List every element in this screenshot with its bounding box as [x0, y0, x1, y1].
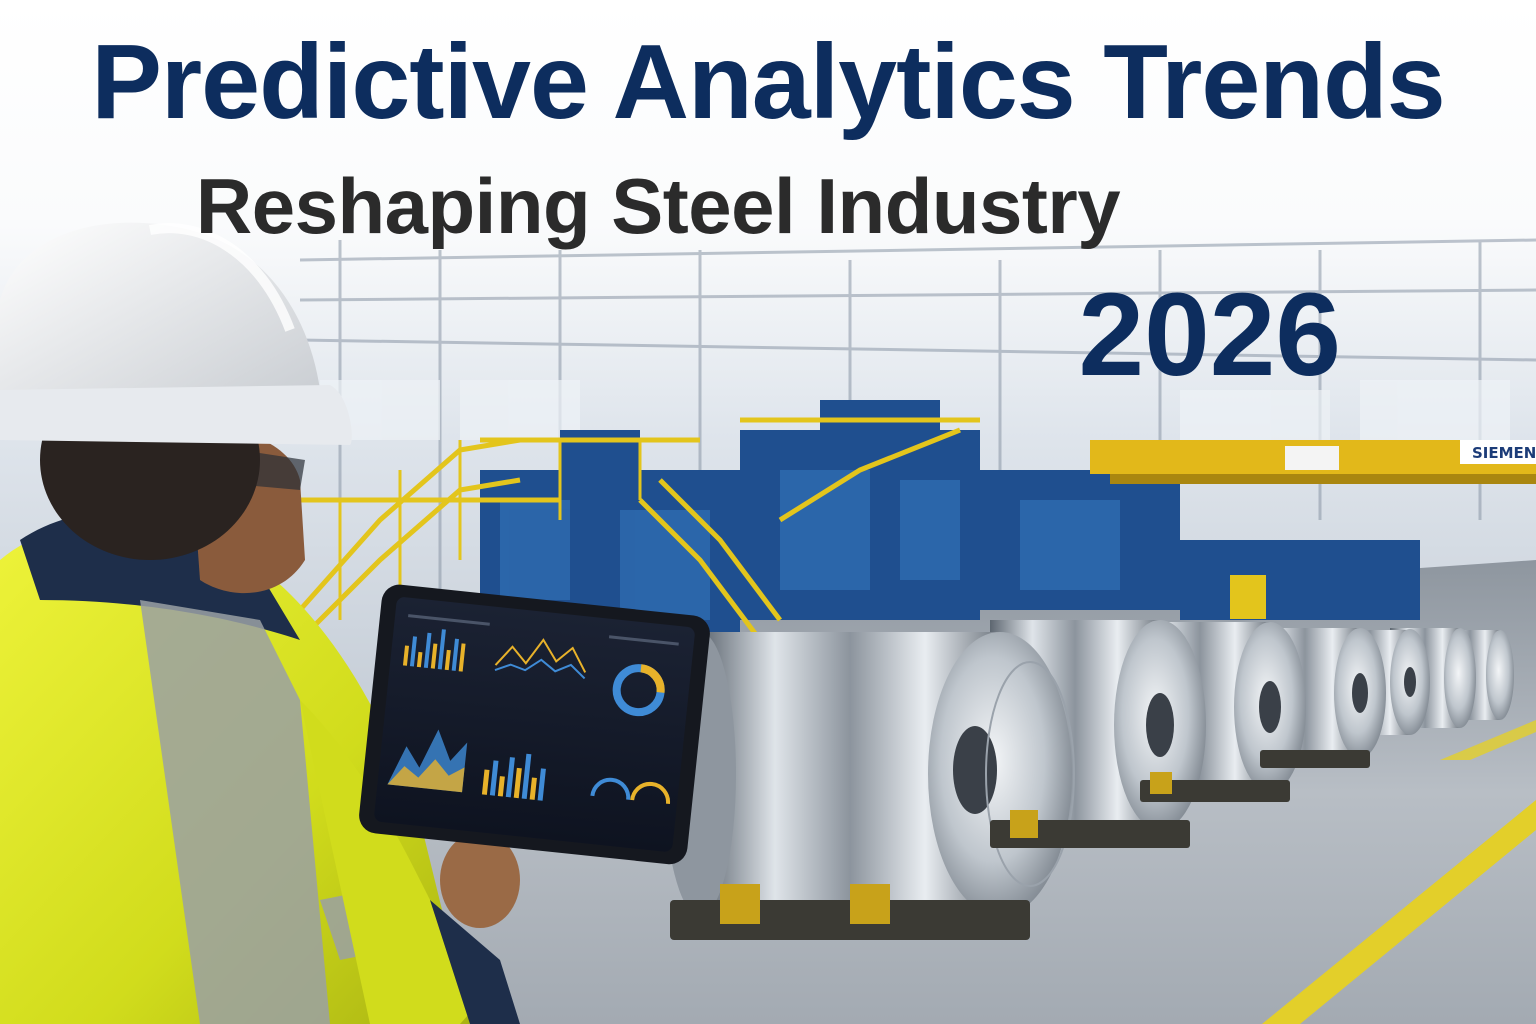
headline-line-1: Predictive Analytics Trends: [91, 23, 1446, 141]
headline-line-2: Reshaping Steel Industry: [195, 162, 1121, 250]
headline: Predictive Analytics Trends Reshaping St…: [0, 0, 1536, 400]
headline-year: 2026: [1078, 269, 1341, 401]
worker: [0, 360, 520, 1024]
hard-hat-icon: [0, 222, 352, 445]
crane-sign: SIEMENS: [1472, 444, 1536, 462]
tablet-dashboard-icon: [359, 584, 710, 865]
